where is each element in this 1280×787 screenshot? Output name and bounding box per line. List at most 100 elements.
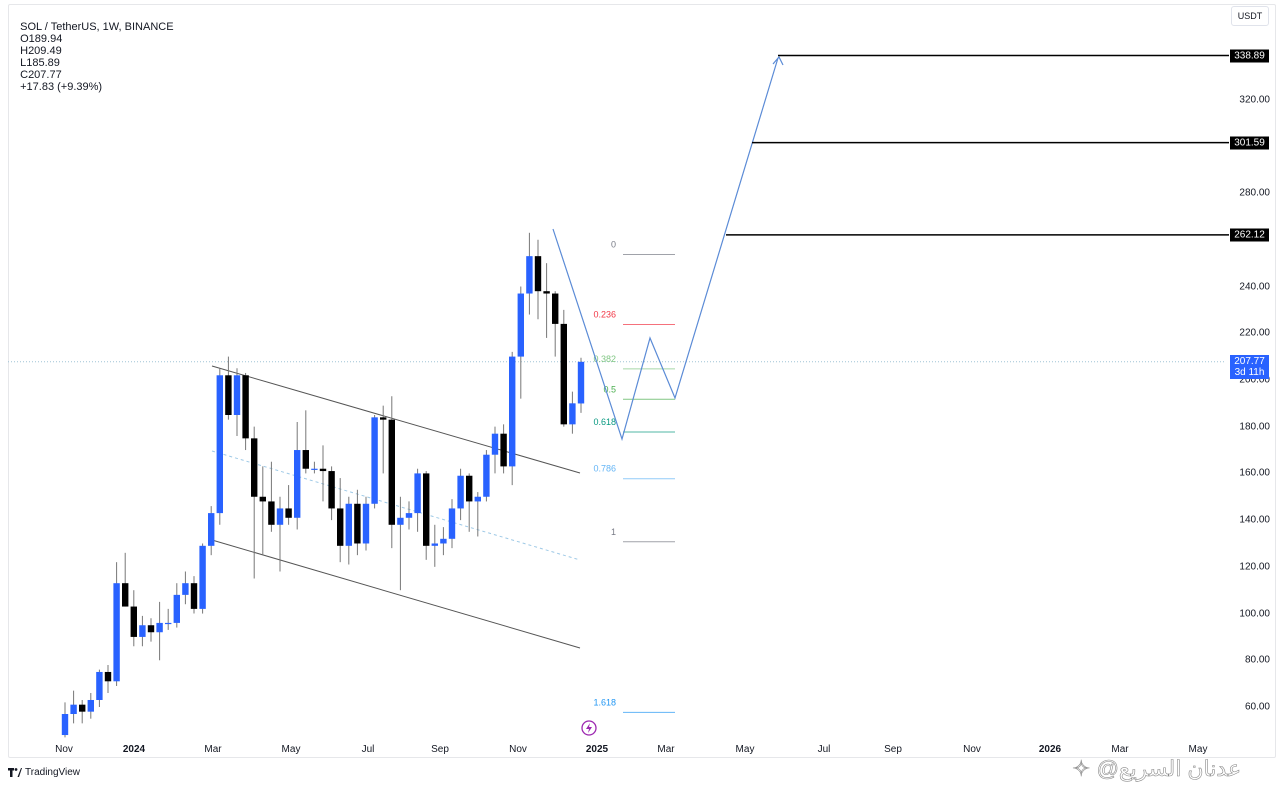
candle-body[interactable]	[70, 704, 77, 715]
candle-body[interactable]	[276, 508, 284, 525]
candle-body[interactable]	[569, 403, 576, 425]
tradingview-logo[interactable]: TradingView	[8, 767, 80, 778]
candle-body[interactable]	[147, 625, 155, 633]
time-tick: May	[735, 744, 755, 755]
tradingview-brand: TradingView	[25, 767, 81, 778]
candle-body[interactable]	[199, 545, 206, 609]
candle-body[interactable]	[560, 323, 567, 425]
candle-body[interactable]	[337, 508, 344, 546]
price-tick: 240.00	[1239, 281, 1270, 293]
candle-body[interactable]	[543, 291, 550, 294]
price-tick: 280.00	[1239, 187, 1270, 199]
channel-midline[interactable]	[211, 450, 581, 561]
candle-body[interactable]	[517, 293, 524, 357]
time-tick: Jul	[361, 744, 375, 755]
ohlc-open: O189.94	[20, 33, 63, 45]
candle-body[interactable]	[87, 699, 94, 712]
candle-body[interactable]	[328, 471, 335, 509]
candle-body[interactable]	[457, 475, 464, 509]
candle-body[interactable]	[233, 375, 241, 415]
ohlc-close: C207.77	[20, 69, 62, 81]
candle-body[interactable]	[509, 356, 516, 467]
watermark-text: ✧ @ﻋﺪﻧﺎﻥ ﺍﻟﺴﺮﻳﻊ	[1072, 756, 1242, 782]
candle-body[interactable]	[311, 468, 318, 470]
candle-body[interactable]	[165, 622, 172, 625]
candle-body[interactable]	[440, 538, 447, 544]
candle-body[interactable]	[388, 419, 395, 525]
candle-body[interactable]	[259, 496, 266, 502]
candle-body[interactable]	[577, 361, 585, 404]
candle-body[interactable]	[534, 256, 542, 292]
time-tick: Nov	[963, 744, 981, 755]
candle-body[interactable]	[500, 433, 507, 467]
candle-body[interactable]	[397, 517, 404, 525]
candle-body[interactable]	[190, 583, 198, 609]
time-tick: Nov	[509, 744, 527, 755]
time-tick: Mar	[657, 744, 675, 755]
candle-body[interactable]	[414, 473, 421, 514]
candle-body[interactable]	[526, 256, 533, 294]
channel-upper-line[interactable]	[211, 365, 581, 474]
candle-body[interactable]	[491, 433, 499, 455]
target-price-label: 338.89	[1230, 49, 1269, 62]
candle-body[interactable]	[380, 417, 387, 420]
price-tick: 220.00	[1239, 327, 1270, 339]
candle-body[interactable]	[130, 606, 137, 637]
candle-body[interactable]	[302, 450, 309, 469]
fib-level-label: 0.786	[593, 464, 616, 474]
candle-body[interactable]	[268, 501, 275, 525]
projection-arrowhead-icon	[772, 55, 784, 66]
candle-body[interactable]	[156, 622, 163, 633]
candle-body[interactable]	[423, 473, 430, 546]
candle-body[interactable]	[371, 417, 378, 504]
candle-body[interactable]	[173, 594, 180, 623]
projection-path[interactable]	[552, 57, 779, 442]
current-price-label: 207.77 3d 11h	[1230, 354, 1269, 379]
time-tick: Sep	[884, 744, 902, 755]
candle-body[interactable]	[104, 671, 112, 682]
candle-body[interactable]	[431, 543, 438, 546]
symbol-title[interactable]: SOL / TetherUS, 1W, BINANCE	[20, 21, 174, 33]
fib-level-label: 0.236	[593, 310, 616, 320]
price-tick: 320.00	[1239, 94, 1270, 106]
currency-unit-button[interactable]: USDT	[1231, 6, 1269, 26]
candle-body[interactable]	[225, 375, 232, 415]
candle-body[interactable]	[345, 503, 352, 546]
price-tick: 120.00	[1239, 561, 1270, 573]
candle-body[interactable]	[319, 468, 327, 472]
bar-countdown: 3d 11h	[1234, 366, 1265, 378]
candle-body[interactable]	[251, 438, 258, 497]
candle-body[interactable]	[96, 671, 103, 700]
candle-body[interactable]	[448, 508, 456, 539]
candle-body[interactable]	[405, 513, 413, 518]
candle-body[interactable]	[216, 375, 223, 514]
fib-level-label: 0	[611, 239, 616, 249]
channel-lower-line[interactable]	[211, 539, 581, 649]
candle-body[interactable]	[79, 704, 86, 712]
time-tick: 2025	[585, 744, 609, 755]
time-tick: Jul	[817, 744, 831, 755]
candle-body[interactable]	[474, 496, 481, 502]
time-tick: May	[281, 744, 301, 755]
candle-body[interactable]	[285, 508, 292, 518]
candle-body[interactable]	[552, 293, 559, 324]
candle-body[interactable]	[122, 583, 129, 607]
price-tick: 200.00	[1239, 374, 1270, 386]
price-tick: 160.00	[1239, 467, 1270, 479]
candle-body[interactable]	[483, 454, 490, 497]
candle-body[interactable]	[362, 503, 370, 544]
ohlc-high: H209.49	[20, 45, 62, 57]
lightning-icon[interactable]	[581, 720, 597, 736]
fib-level-label: 0.618	[593, 417, 616, 427]
candle-body[interactable]	[354, 503, 361, 544]
candle-body[interactable]	[113, 583, 120, 682]
candle-body[interactable]	[182, 583, 189, 595]
candle-body[interactable]	[61, 714, 69, 736]
candle-body[interactable]	[466, 475, 473, 502]
time-tick: May	[1188, 744, 1208, 755]
candle-body[interactable]	[208, 513, 215, 546]
candle-body[interactable]	[242, 375, 249, 439]
candle-body[interactable]	[139, 625, 146, 637]
candle-body[interactable]	[294, 450, 301, 518]
